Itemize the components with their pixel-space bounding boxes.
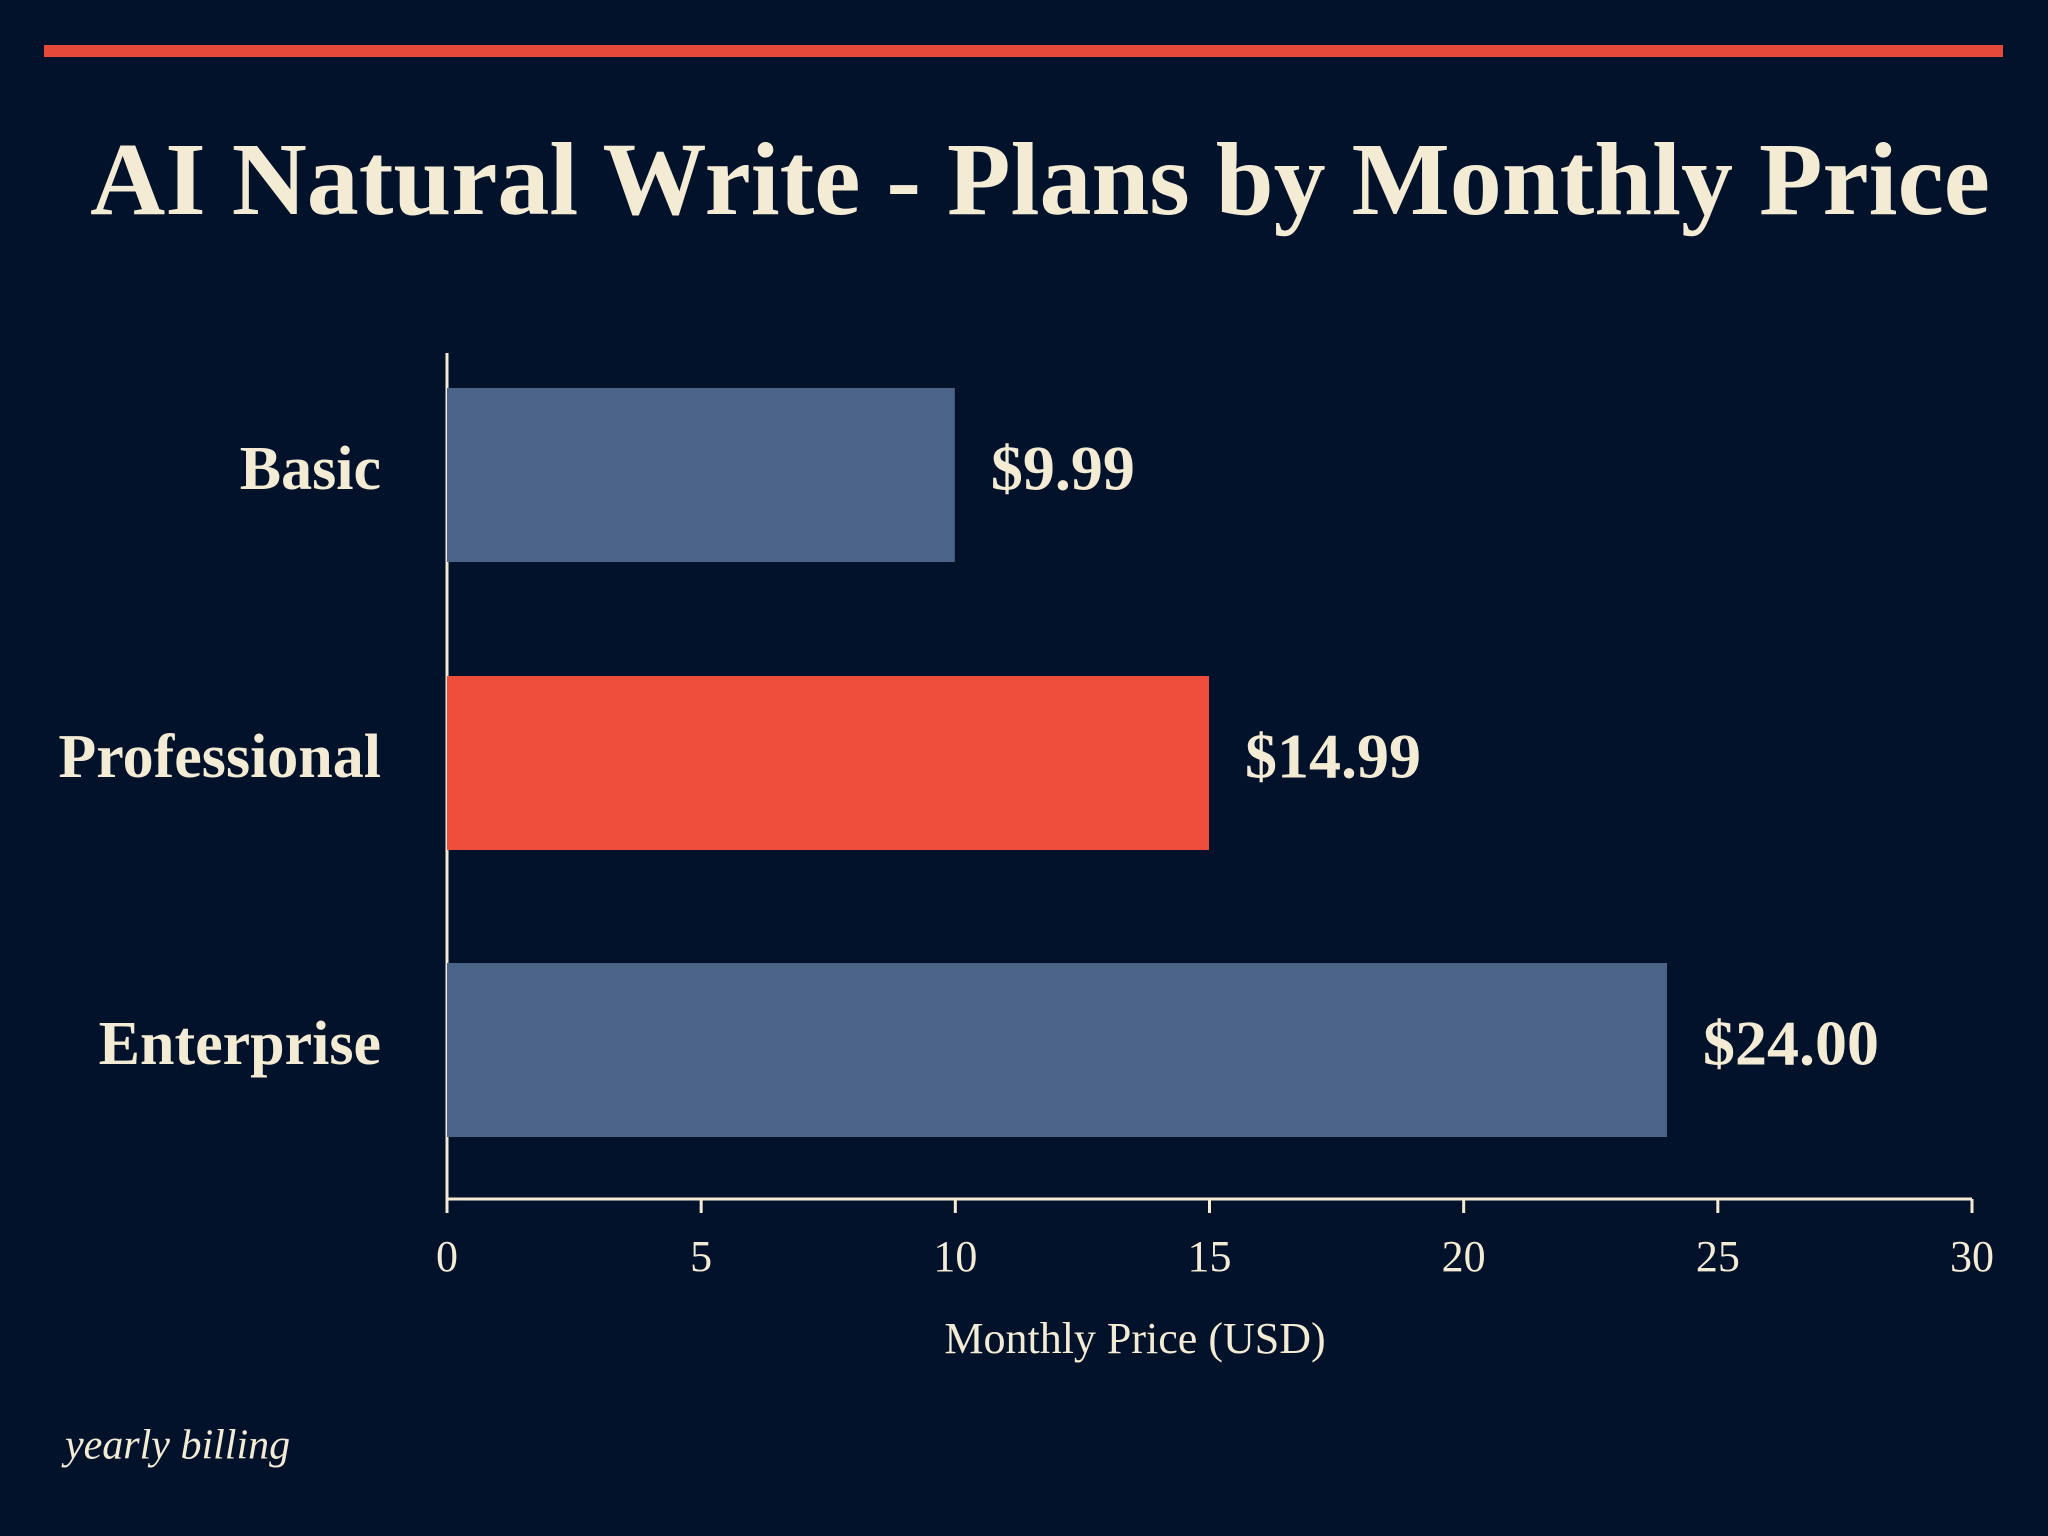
value-label: $14.99 — [1245, 721, 1421, 792]
x-tick-label: 10 — [933, 1232, 977, 1281]
x-tick-label: 20 — [1442, 1232, 1486, 1281]
footnote: yearly billing — [61, 1423, 290, 1469]
value-label: $24.00 — [1703, 1008, 1879, 1079]
accent-rule — [44, 45, 2003, 57]
x-tick-label: 5 — [690, 1232, 712, 1281]
x-tick-label: 30 — [1950, 1232, 1994, 1281]
x-axis-label: Monthly Price (USD) — [944, 1314, 1325, 1363]
chart-title: AI Natural Write - Plans by Monthly Pric… — [90, 122, 1990, 237]
x-tick-label: 0 — [436, 1232, 458, 1281]
y-tick-label: Enterprise — [99, 1010, 381, 1078]
bar — [447, 963, 1667, 1137]
value-label: $9.99 — [991, 433, 1135, 504]
x-tick-label: 15 — [1188, 1232, 1232, 1281]
bar — [447, 388, 955, 562]
bar — [447, 676, 1209, 850]
y-tick-label: Professional — [58, 723, 381, 791]
y-tick-label: Basic — [240, 435, 381, 503]
x-tick-label: 25 — [1696, 1232, 1740, 1281]
